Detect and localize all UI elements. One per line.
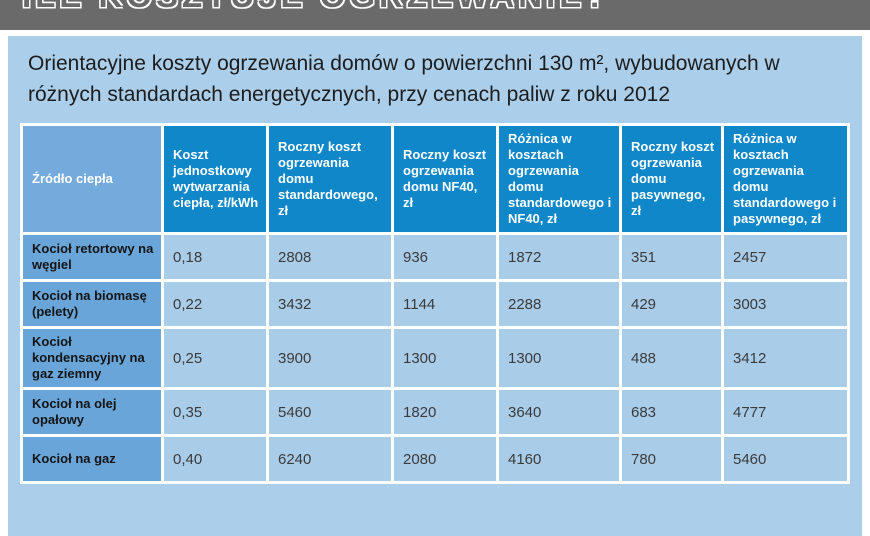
table-cell: 2808 bbox=[269, 235, 391, 279]
table-cell: 6240 bbox=[269, 437, 391, 481]
header-cell: Roczny koszt ogrzewania domu standardowe… bbox=[269, 126, 391, 232]
row-label: Kocioł retortowy na węgiel bbox=[23, 235, 161, 279]
table-cell: 0,35 bbox=[164, 390, 266, 434]
table-cell: 936 bbox=[394, 235, 496, 279]
table-cell: 4160 bbox=[499, 437, 619, 481]
table-cell: 683 bbox=[622, 390, 721, 434]
table-cell: 2080 bbox=[394, 437, 496, 481]
table-row: Kocioł na biomasę (pelety) 0,22 3432 1144 22… bbox=[23, 282, 847, 326]
table-header-row: Źródło ciepła Koszt jednostkowy wytwarzan… bbox=[23, 126, 847, 232]
row-label: Kocioł na gaz bbox=[23, 437, 161, 481]
table-cell: 2288 bbox=[499, 282, 619, 326]
table-cell: 3640 bbox=[499, 390, 619, 434]
table-cell: 3900 bbox=[269, 329, 391, 387]
table-cell: 1300 bbox=[394, 329, 496, 387]
content-panel: Orientacyjne koszty ogrzewania domów o p… bbox=[8, 36, 862, 536]
row-label: Kocioł kondensacyjny na gaz ziemny bbox=[23, 329, 161, 387]
table-cell: 1820 bbox=[394, 390, 496, 434]
table-cell: 0,25 bbox=[164, 329, 266, 387]
table-cell: 429 bbox=[622, 282, 721, 326]
table-cell: 4777 bbox=[724, 390, 847, 434]
page-title: ILE KOSZTUJE OGRZEWANIE? bbox=[22, 0, 609, 12]
header-cell: Koszt jednostkowy wytwarzania ciepła, zł… bbox=[164, 126, 266, 232]
header-cell: Roczny koszt ogrzewania domu pasywnego, … bbox=[622, 126, 721, 232]
table-cell: 0,40 bbox=[164, 437, 266, 481]
table-row: Kocioł retortowy na węgiel 0,18 2808 936 187… bbox=[23, 235, 847, 279]
heating-costs-table: Źródło ciepła Koszt jednostkowy wytwarzan… bbox=[20, 123, 850, 484]
table-cell: 2457 bbox=[724, 235, 847, 279]
header-cell: Roczny koszt ogrzewania domu NF40, zł bbox=[394, 126, 496, 232]
table-row: Kocioł na gaz 0,40 6240 2080 4160 780 5460 bbox=[23, 437, 847, 481]
row-label: Kocioł na olej opałowy bbox=[23, 390, 161, 434]
intro-text: Orientacyjne koszty ogrzewania domów o p… bbox=[28, 52, 780, 106]
table-cell: 1300 bbox=[499, 329, 619, 387]
table-cell: 5460 bbox=[269, 390, 391, 434]
row-label: Kocioł na biomasę (pelety) bbox=[23, 282, 161, 326]
table-body: Kocioł retortowy na węgiel 0,18 2808 936 187… bbox=[23, 235, 847, 481]
table-row: Kocioł kondensacyjny na gaz ziemny 0,25 39… bbox=[23, 329, 847, 387]
header-cell: Różnica w kosztach ogrzewania domu stand… bbox=[724, 126, 847, 232]
table-cell: 488 bbox=[622, 329, 721, 387]
header-cell-heat-source: Źródło ciepła bbox=[23, 126, 161, 232]
header-cell: Różnica w kosztach ogrzewania domu stand… bbox=[499, 126, 619, 232]
table-cell: 780 bbox=[622, 437, 721, 481]
table-cell: 3003 bbox=[724, 282, 847, 326]
table-cell: 0,22 bbox=[164, 282, 266, 326]
table-row: Kocioł na olej opałowy 0,35 5460 1820 3640 68… bbox=[23, 390, 847, 434]
table-cell: 1144 bbox=[394, 282, 496, 326]
table-cell: 5460 bbox=[724, 437, 847, 481]
table-cell: 3432 bbox=[269, 282, 391, 326]
table-cell: 0,18 bbox=[164, 235, 266, 279]
table-cell: 1872 bbox=[499, 235, 619, 279]
title-bar: ILE KOSZTUJE OGRZEWANIE? bbox=[0, 0, 870, 30]
table-cell: 351 bbox=[622, 235, 721, 279]
table-cell: 3412 bbox=[724, 329, 847, 387]
